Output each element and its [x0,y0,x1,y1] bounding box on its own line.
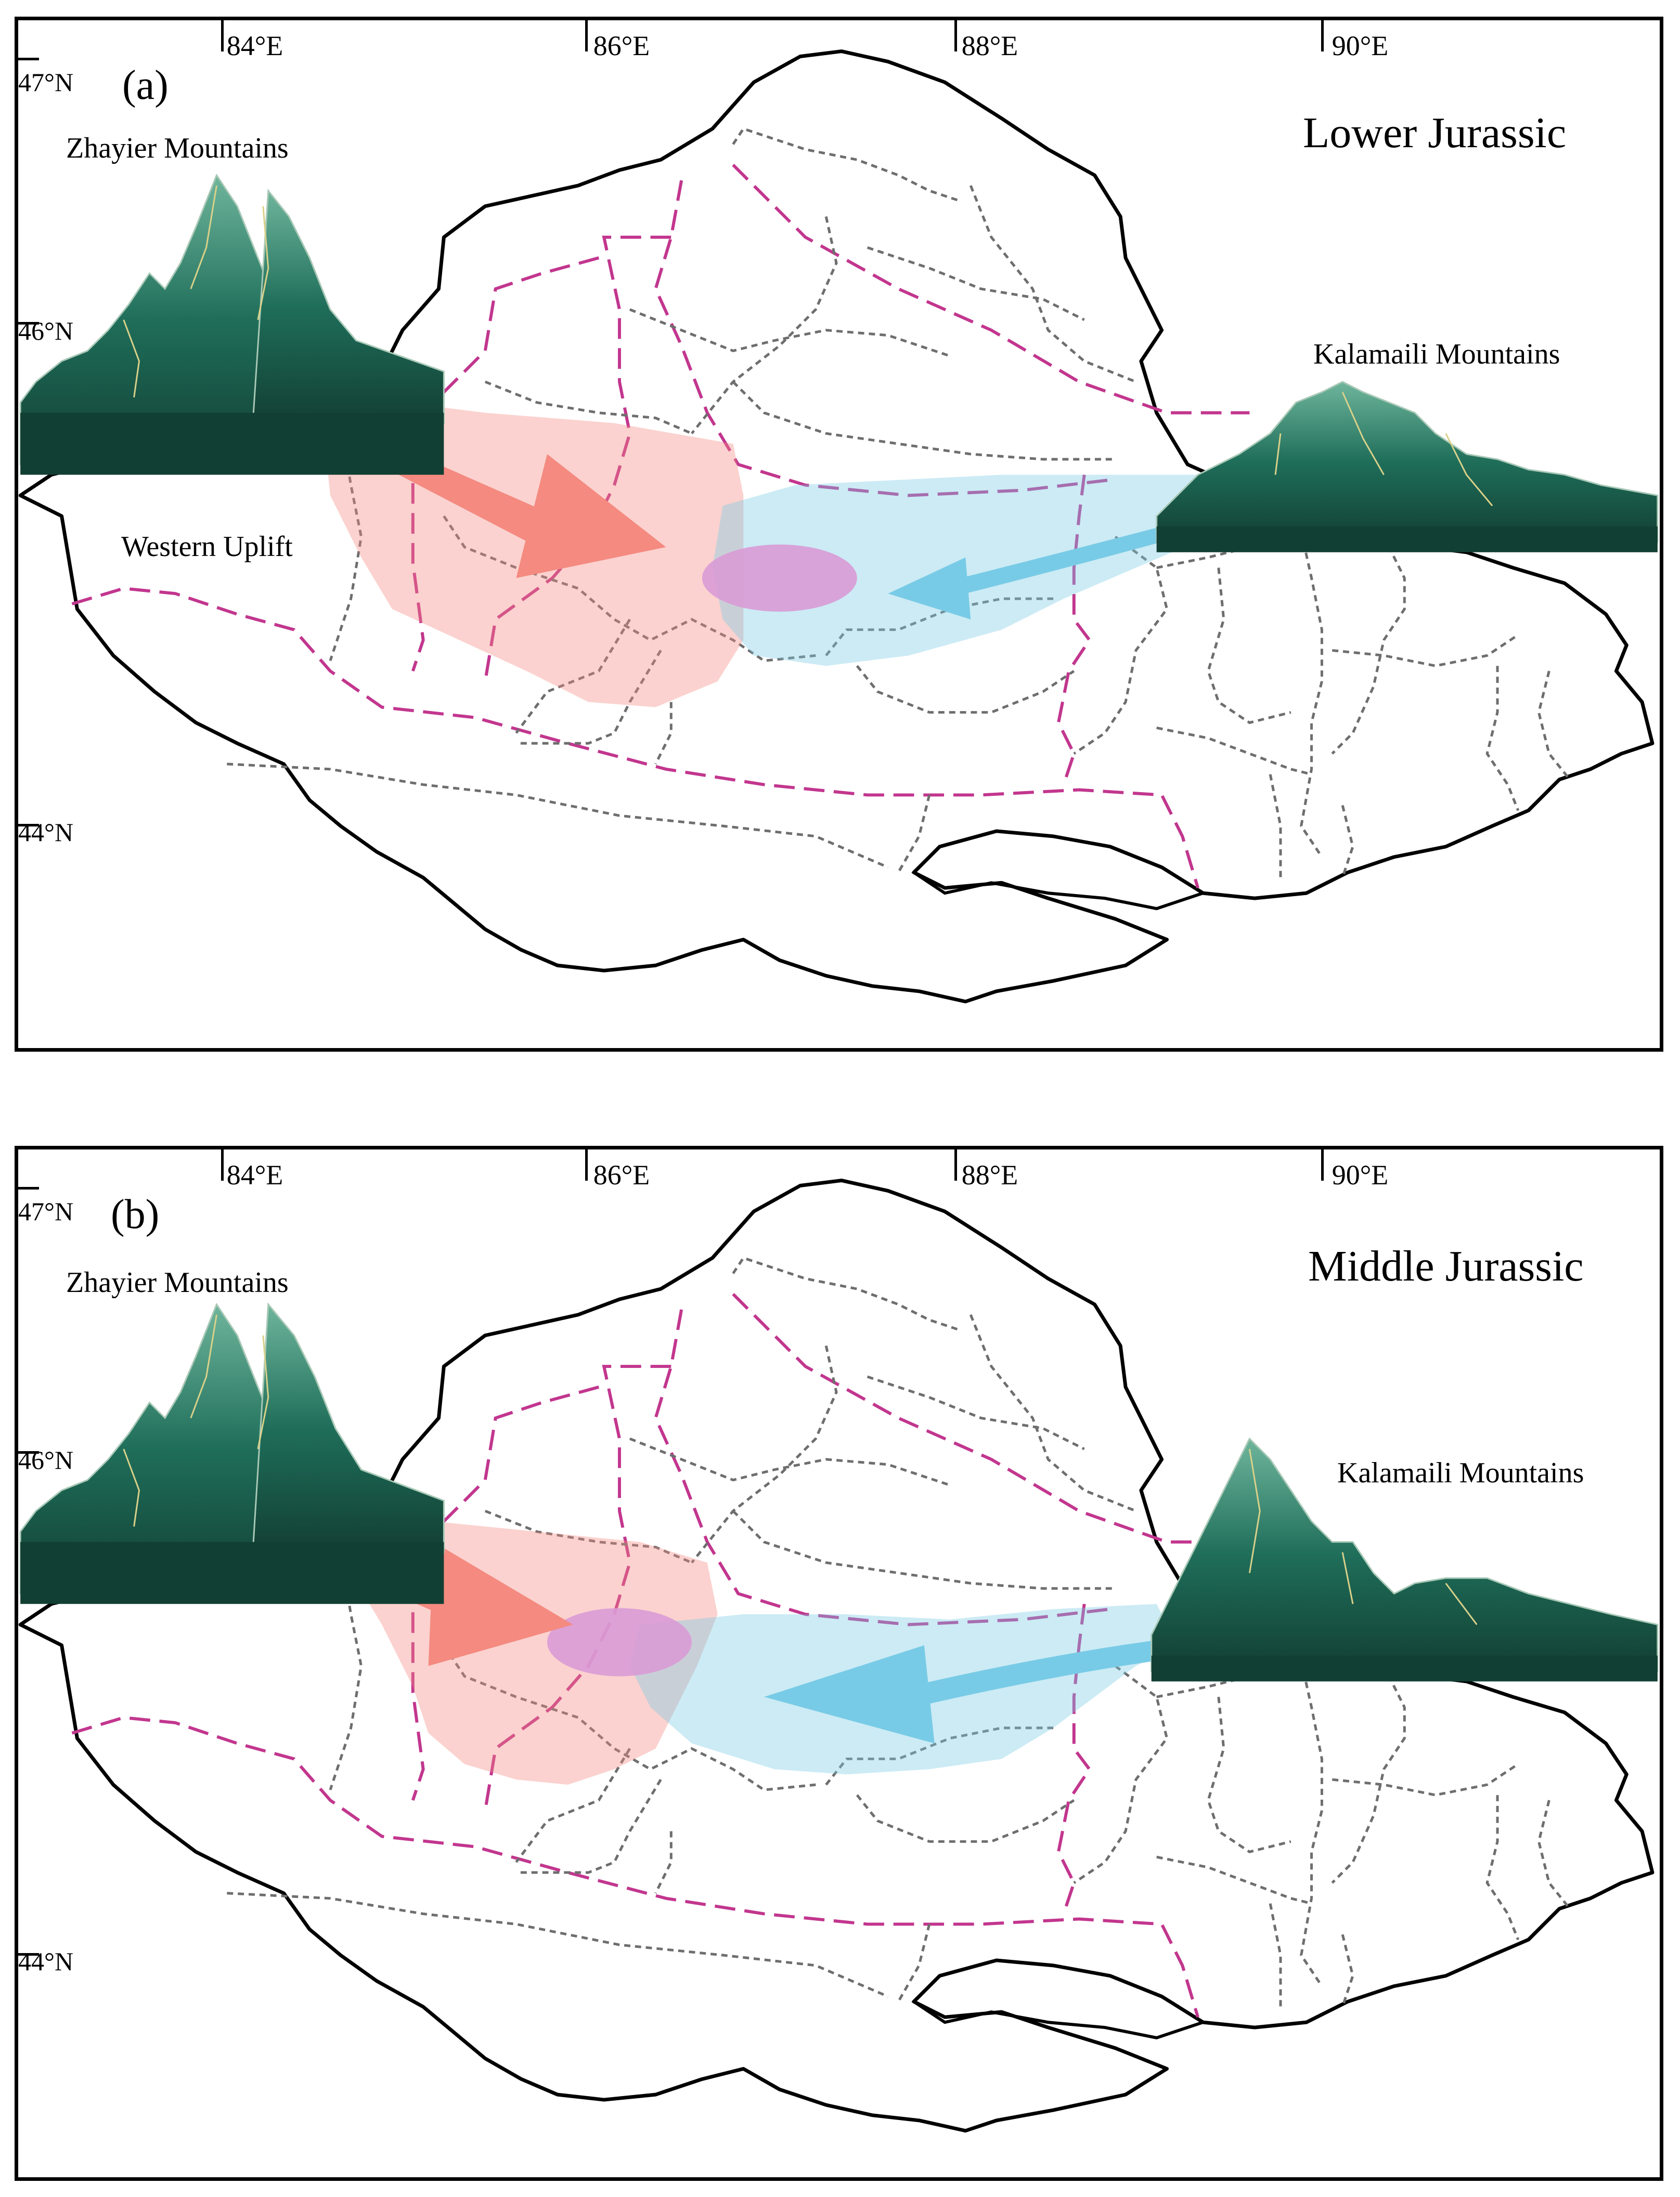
panel-label: (a) [122,62,169,108]
lat-label-47: 47°N [18,1197,74,1226]
uplift-label: Western Uplift [121,531,293,563]
lon-label-88: 88°E [961,30,1018,61]
eastern-sediment-arrow-icon [764,1640,1157,1743]
lat-tick [18,1451,39,1454]
period-title: Middle Jurassic [1308,1242,1584,1290]
lat-label-46: 46°N [18,316,74,345]
mountain-icon [19,1302,445,1604]
map-panel-b: 84°E 86°E 88°E 90°E 47°N 46°N 44°N (b) M… [15,1146,1663,2181]
period-title: Lower Jurassic [1303,109,1567,157]
lon-tick [221,1149,224,1181]
map-canvas-b [18,1179,1659,2133]
lon-tick [585,20,588,51]
panel-label: (b) [111,1192,160,1237]
mountain-icon [1151,1437,1659,1682]
lon-label-90: 90°E [1332,30,1389,61]
lat-label-44: 44°N [18,1947,74,1976]
lon-label-86: 86°E [593,1159,650,1191]
lon-label-84: 84°E [226,30,283,61]
depocenter [547,1608,692,1676]
lon-tick [1321,20,1324,51]
eastern-sediment-arrow-icon [888,526,1162,619]
lon-label-88: 88°E [961,1159,1018,1191]
lon-tick [221,20,224,51]
mountain-label-east: Kalamaili Mountains [1313,338,1560,370]
mountain-icon [19,173,445,475]
lake-outline [911,829,1207,910]
lat-label-46: 46°N [18,1445,74,1475]
mountain-label-east: Kalamaili Mountains [1337,1457,1584,1489]
lat-label-44: 44°N [18,818,74,847]
eastern-provenance-fan [712,474,1229,666]
lat-tick [18,58,39,60]
lat-tick [18,322,39,325]
lon-label-90: 90°E [1332,1159,1389,1191]
lat-tick [18,1953,39,1956]
lake-outline [911,1958,1207,2039]
lat-tick [18,1187,39,1190]
lon-tick [1321,1149,1324,1181]
lon-tick [585,1149,588,1181]
mountain-label-west: Zhayier Mountains [66,132,289,164]
depocenter [702,544,857,612]
structural-unit-boundaries [227,127,1571,878]
structural-unit-boundaries [227,1256,1571,2008]
map-panel-a: 84°E 86°E 88°E 90°E 47°N 46°N 44°N (a) L… [15,17,1663,1052]
lon-label-84: 84°E [226,1159,283,1191]
mountain-label-west: Zhayier Mountains [66,1266,289,1299]
lon-tick [954,1149,957,1181]
mountain-icon [1156,381,1659,552]
basin-outline [18,49,1655,1004]
lon-tick [954,20,957,51]
basin-outline [18,1179,1655,2133]
lon-label-86: 86°E [593,30,650,61]
lat-tick [18,824,39,826]
map-canvas-a [18,49,1659,1004]
lat-label-47: 47°N [18,68,74,97]
